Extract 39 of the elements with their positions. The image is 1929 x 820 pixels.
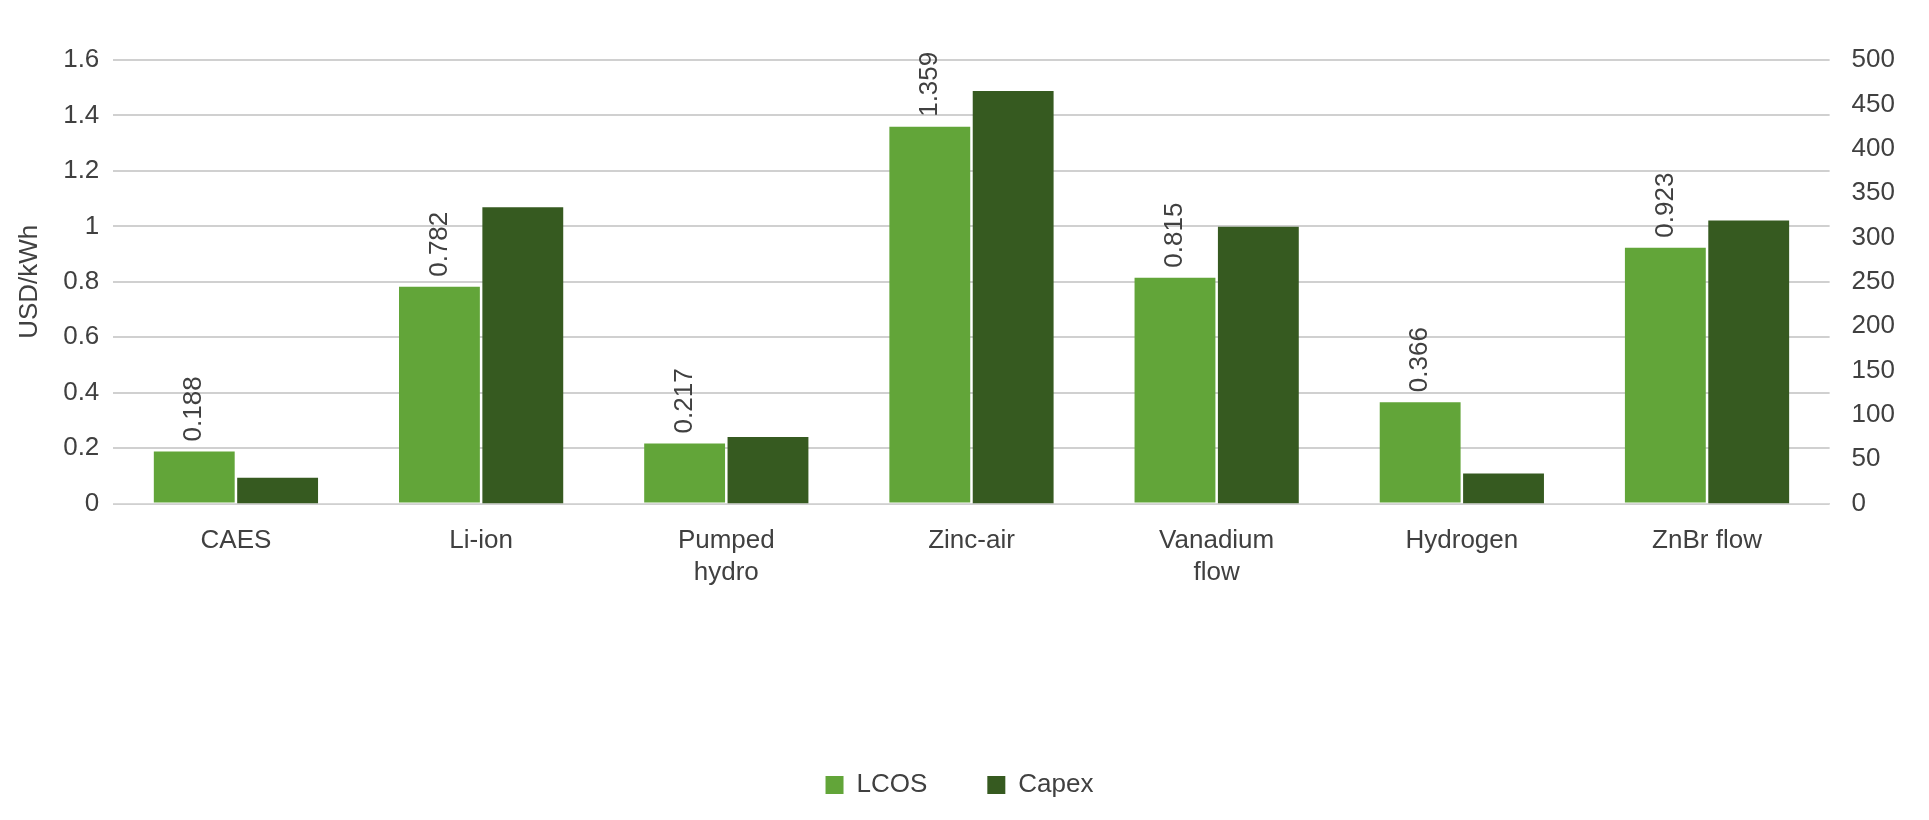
x-tick-label: CAES (200, 524, 272, 555)
y-tick-label: 1 (84, 209, 100, 240)
y2-tick-label: 400 (1851, 131, 1896, 162)
x-tick-label: Li-ion (449, 524, 513, 555)
y2-tick-label: 100 (1851, 398, 1896, 429)
y-tick-label: 0 (84, 486, 100, 517)
y-tick-label: 0.4 (63, 375, 100, 406)
y2-tick-label: 250 (1851, 264, 1896, 295)
data-label: 0.923 (1648, 172, 1679, 238)
data-label: 0.782 (422, 211, 453, 277)
y2-tick-label: 50 (1851, 442, 1881, 473)
legend-label: LCOS (856, 768, 928, 799)
data-label: 0.366 (1403, 327, 1434, 393)
y-tick-label: 1.2 (63, 154, 100, 185)
y-tick-label: 0.8 (63, 264, 100, 295)
x-tick-label: Vanadium flow (1159, 524, 1275, 586)
bar (1379, 402, 1461, 503)
y-tick-label: 0.6 (63, 320, 100, 351)
data-label: 0.217 (667, 368, 698, 434)
data-label: 0.815 (1158, 202, 1189, 268)
y-tick-label: 1.4 (63, 98, 100, 129)
y2-tick-label: 150 (1851, 353, 1896, 384)
y2-tick-label: 500 (1851, 43, 1896, 74)
y2-tick-label: 350 (1851, 176, 1896, 207)
x-tick-label: Hydrogen (1405, 524, 1519, 555)
data-label: 0.188 (177, 376, 208, 442)
y2-tick-label: 200 (1851, 309, 1896, 340)
data-label: 1.359 (912, 51, 943, 117)
legend-label: Capex (1018, 768, 1094, 799)
y2-tick-label: 300 (1851, 220, 1896, 251)
x-tick-label: Zinc-air (928, 524, 1016, 555)
bar (1463, 473, 1544, 504)
x-tick-label: ZnBr flow (1652, 524, 1763, 555)
y2-tick-label: 0 (1851, 486, 1867, 517)
y-tick-label: 1.6 (63, 43, 100, 74)
y-tick-label: 0.2 (63, 431, 100, 462)
y2-tick-label: 450 (1851, 87, 1896, 118)
y-axis-title: USD/kWh (12, 224, 43, 339)
x-tick-label: Pumped hydro (677, 524, 775, 586)
